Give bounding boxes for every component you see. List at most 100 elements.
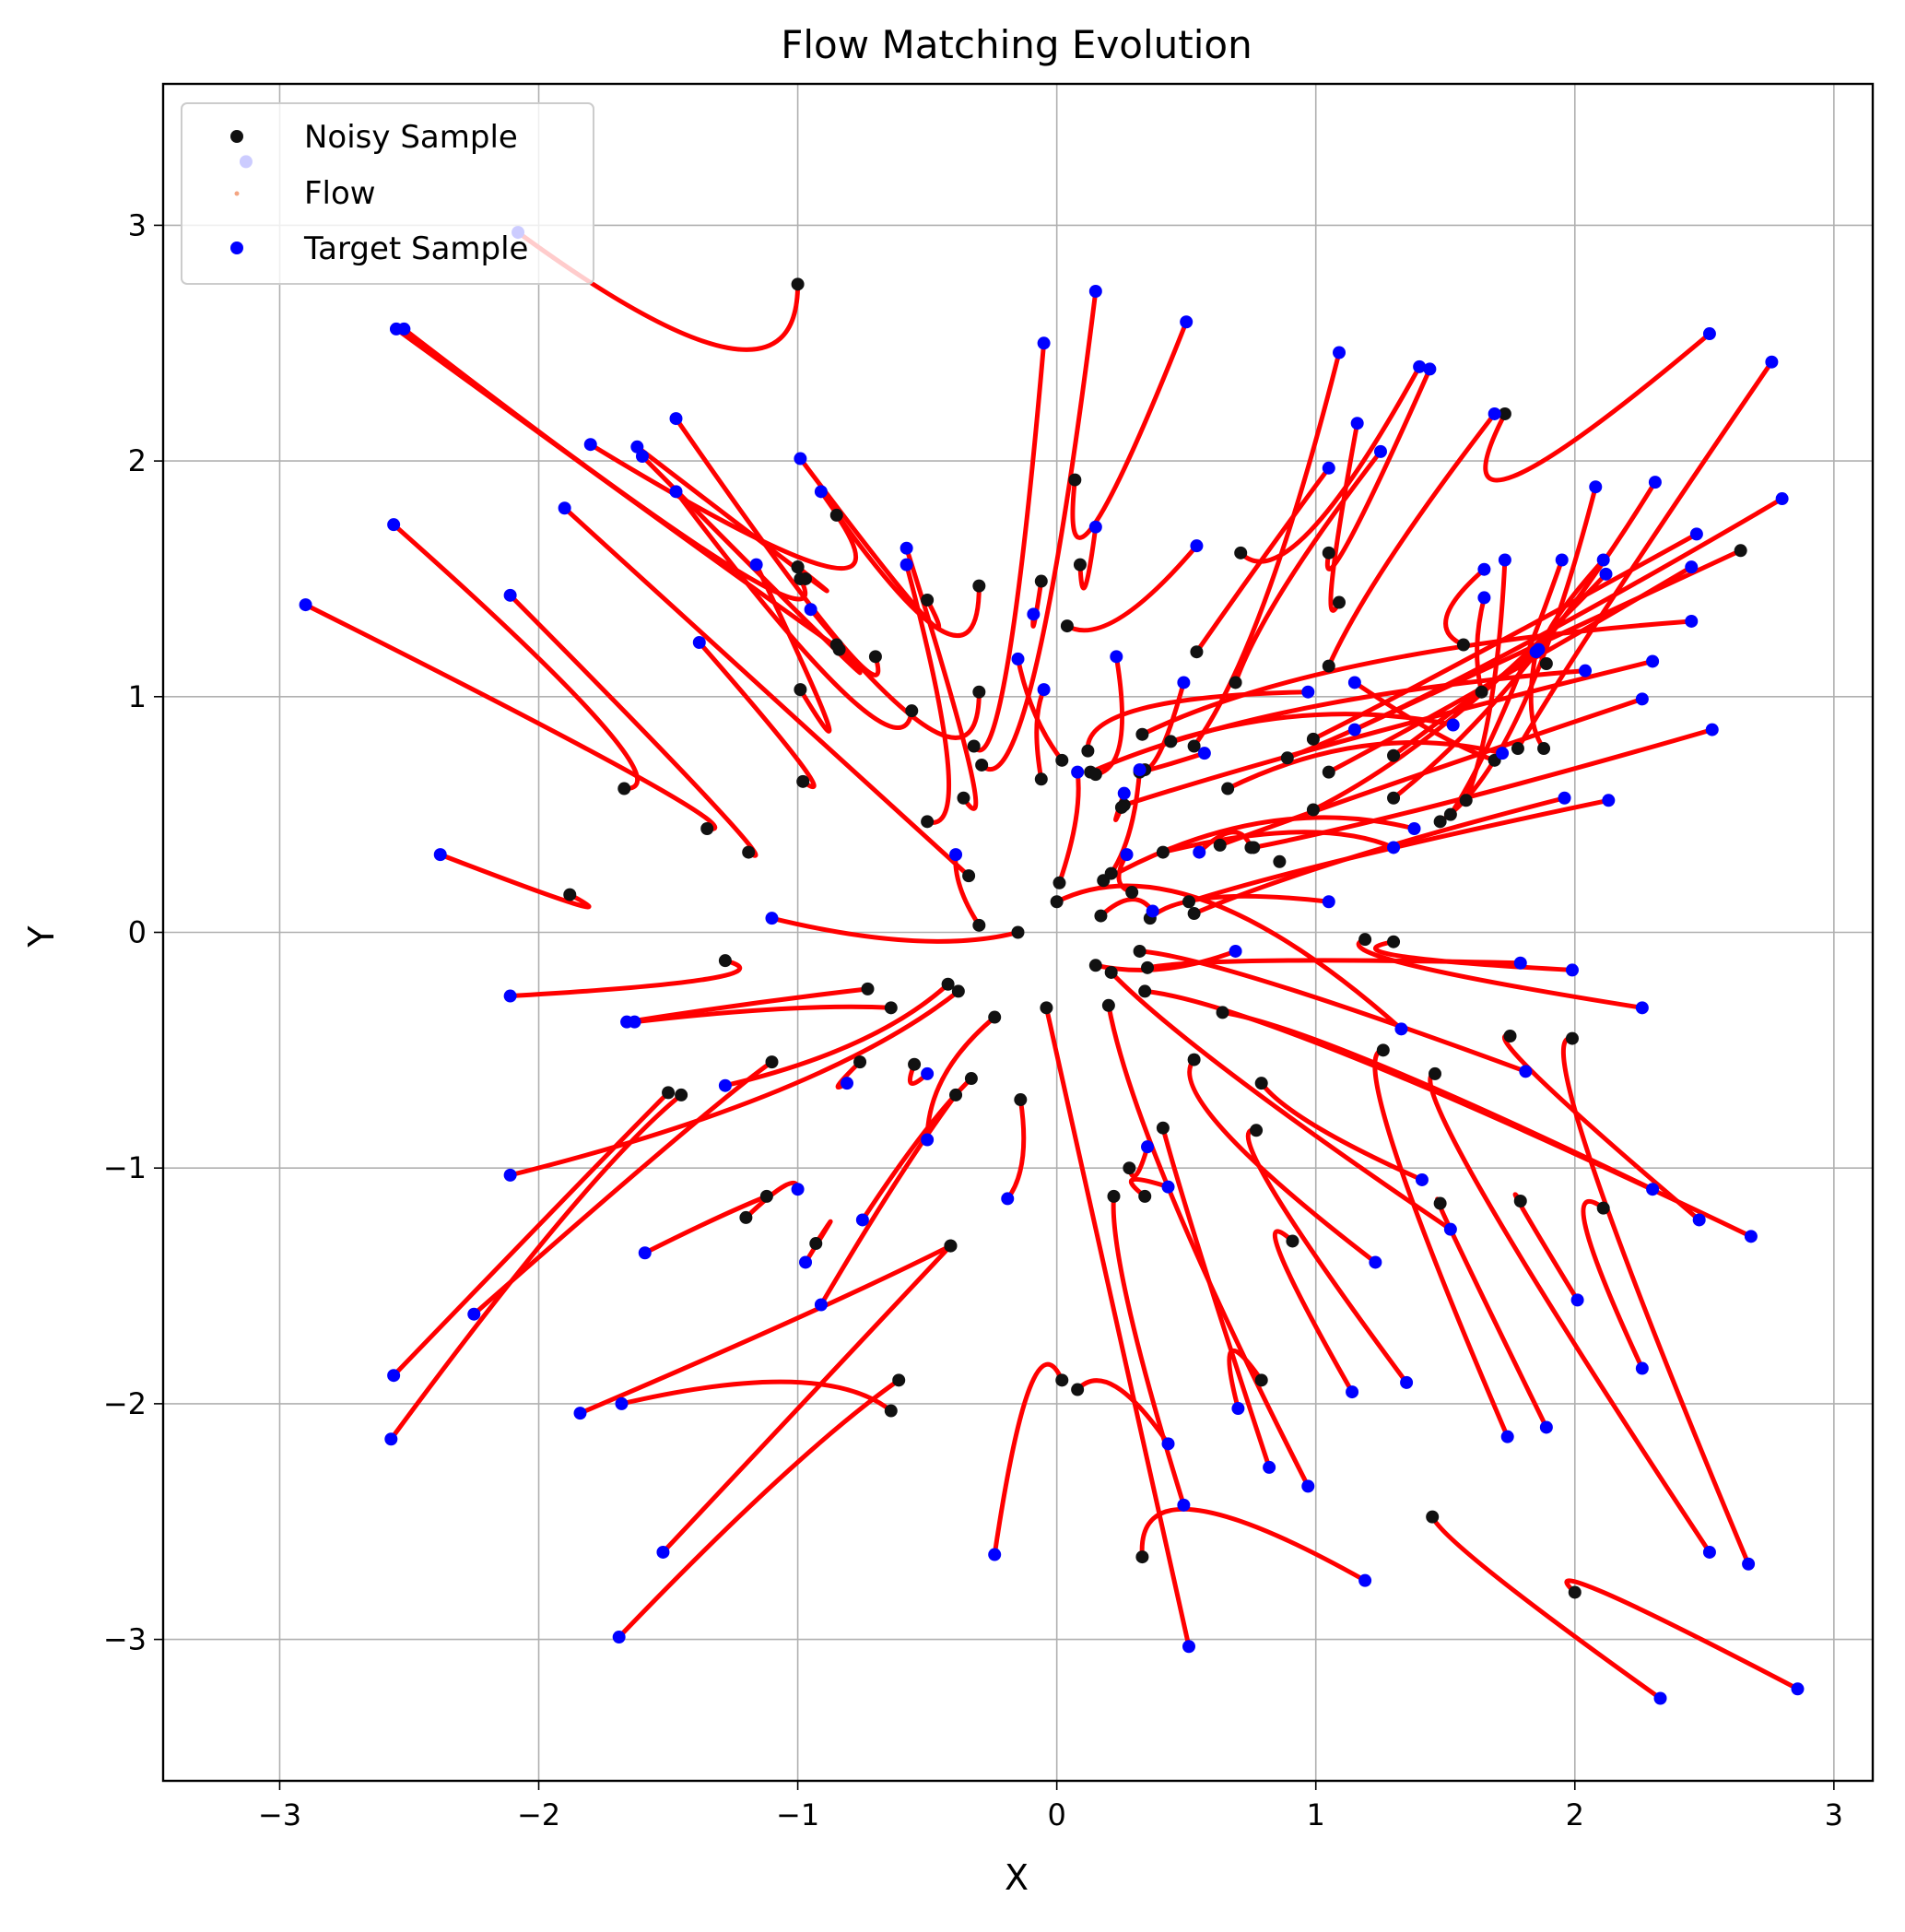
y-tick-label: −3 <box>103 1622 147 1657</box>
noisy-sample-point <box>794 683 807 697</box>
flow-path <box>391 522 641 792</box>
noisy-sample-point <box>1088 959 1102 972</box>
target-sample-point <box>1648 476 1662 489</box>
flow-path <box>1034 687 1047 782</box>
target-sample-point <box>1529 645 1543 659</box>
target-sample-point <box>615 1396 629 1410</box>
noisy-sample-point <box>1358 933 1372 947</box>
flow-path <box>1160 830 1396 855</box>
target-sample-point <box>1190 539 1204 553</box>
noisy-sample-point <box>1537 742 1551 756</box>
target-sample-point <box>467 1307 481 1321</box>
flow-path <box>1285 496 1785 760</box>
legend-label-target: Target Sample <box>303 230 528 267</box>
noisy-sample-point <box>1068 473 1082 487</box>
flow-path <box>1251 727 1715 850</box>
noisy-sample-point <box>949 1088 963 1101</box>
noisy-sample-point <box>1511 742 1524 756</box>
target-sample-point <box>1301 685 1315 699</box>
y-tick-label: 1 <box>128 679 147 714</box>
noisy-sample-point <box>742 845 756 859</box>
flow-path <box>1106 1003 1311 1489</box>
noisy-sample-point <box>1244 841 1258 854</box>
noisy-sample-point <box>1135 1550 1149 1564</box>
noisy-sample-point <box>1060 619 1074 633</box>
target-sample-point <box>387 518 401 532</box>
flow-path <box>1238 364 1422 564</box>
flow-path <box>1512 1192 1581 1302</box>
noisy-sample-point <box>1156 845 1170 859</box>
target-sample-point <box>1011 652 1025 666</box>
target-sample-point <box>1413 359 1427 373</box>
target-sample-point <box>1071 765 1085 779</box>
noisy-sample-point <box>1539 657 1553 671</box>
target-sample-point <box>1001 1192 1015 1206</box>
target-sample-point <box>1350 417 1364 430</box>
noisy-sample-point <box>905 704 919 718</box>
noisy-sample-point <box>1101 998 1115 1012</box>
flow-path <box>1196 830 1253 855</box>
target-sample-point <box>1477 562 1491 576</box>
flow-path <box>1145 958 1523 971</box>
target-sample-point <box>1653 1691 1667 1705</box>
target-sample-point <box>638 1246 652 1260</box>
flow-path <box>1085 689 1311 754</box>
target-sample-point <box>804 603 817 617</box>
target-sample-point <box>1027 607 1041 621</box>
target-sample-point <box>1705 723 1719 736</box>
target-sample-point <box>1088 285 1102 299</box>
noisy-sample-point <box>796 774 810 788</box>
target-sample-point <box>1415 1172 1429 1186</box>
target-sample-point <box>1702 1545 1716 1559</box>
target-sample-point <box>1387 841 1401 854</box>
target-sample-point <box>988 1548 1002 1561</box>
flow-path <box>1581 1198 1645 1372</box>
flow-path <box>1483 331 1712 483</box>
noisy-sample-point <box>1088 768 1102 782</box>
y-axis: −3 −2 −1 0 1 2 3 <box>103 207 163 1657</box>
noisy-sample-point <box>1081 744 1095 758</box>
noisy-sample-point <box>1387 791 1401 805</box>
noisy-sample-point <box>739 1210 753 1224</box>
target-sample-point <box>1301 1479 1315 1493</box>
flow-path <box>818 1092 958 1307</box>
noisy-sample-point <box>832 642 846 656</box>
noisy-sample-point <box>791 277 805 291</box>
noisy-sample-point <box>1273 854 1287 868</box>
noisy-sample-point <box>1734 544 1747 558</box>
target-sample-point <box>1373 444 1387 458</box>
noisy-sample-point <box>967 739 981 753</box>
flow-path <box>674 489 914 730</box>
target-sample-point <box>1519 1065 1533 1078</box>
noisy-sample-point <box>908 1057 922 1071</box>
noisy-sample-point <box>1107 1189 1121 1203</box>
flow-path <box>1187 1057 1378 1265</box>
target-sample-point <box>1558 791 1571 805</box>
target-sample-point <box>921 1133 935 1147</box>
noisy-sample-point <box>1141 960 1155 974</box>
flow-path <box>1128 1176 1171 1199</box>
target-sample-point <box>1702 327 1716 341</box>
target-sample-point <box>1141 1140 1155 1154</box>
noisy-sample-point <box>964 1072 978 1086</box>
target-sample-point <box>1333 346 1346 359</box>
noisy-sample-point <box>1322 546 1335 560</box>
target-sample-point <box>1180 315 1194 329</box>
target-sample-point <box>1369 1255 1382 1269</box>
flow-path <box>808 607 982 740</box>
noisy-sample-point <box>662 1086 676 1100</box>
x-tick-label: −2 <box>517 1797 560 1832</box>
noisy-sample-point <box>1114 800 1128 814</box>
target-sample-point <box>1197 747 1211 760</box>
noisy-sample-point <box>1135 727 1149 741</box>
noisy-sample-point <box>809 1237 823 1251</box>
chart-title: Flow Matching Evolution <box>781 22 1252 67</box>
y-tick-label: 2 <box>128 443 147 478</box>
flow-path <box>1192 349 1342 749</box>
target-sample-point <box>384 1432 398 1446</box>
target-sample-point <box>1635 1361 1649 1375</box>
target-sample-point <box>669 485 683 499</box>
noisy-sample-point <box>1433 815 1447 829</box>
flow-path <box>860 1076 974 1222</box>
